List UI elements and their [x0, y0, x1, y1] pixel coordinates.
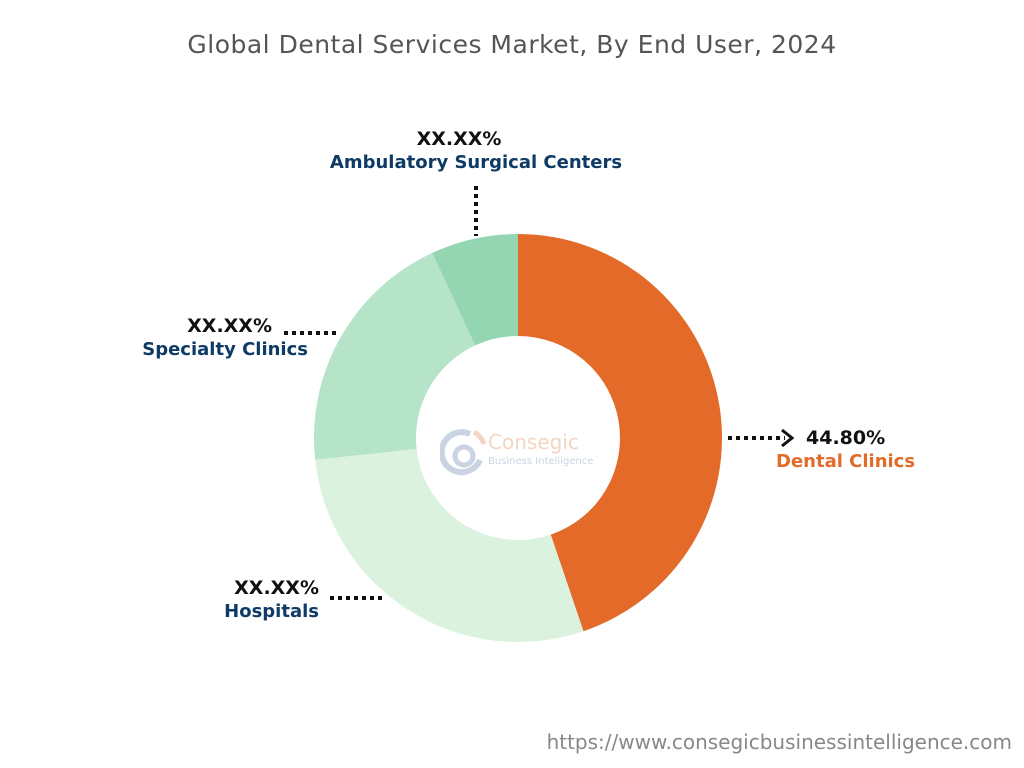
- label-dental-clinics: 44.80% Dental Clinics: [776, 427, 915, 472]
- leader-arrow: [781, 428, 795, 448]
- value-label: XX.XX%: [416, 128, 502, 150]
- value-label: XX.XX%: [187, 315, 272, 337]
- category-label: Specialty Clinics: [142, 339, 308, 360]
- category-label: Dental Clinics: [776, 451, 916, 472]
- category-label: Ambulatory Surgical Centers: [329, 152, 623, 173]
- logo-tagline: Business Intelligence: [488, 456, 594, 467]
- logo-brand: Consegic: [488, 430, 579, 454]
- slice-ambulatory-surgical-centers: [432, 234, 518, 346]
- source-url[interactable]: https://www.consegicbusinessintelligence…: [546, 730, 1012, 754]
- logo-icon: [438, 429, 487, 476]
- value-label: XX.XX%: [234, 577, 319, 599]
- category-label: Hospitals: [224, 601, 319, 622]
- chart-title: Global Dental Services Market, By End Us…: [187, 30, 837, 59]
- value-label: 44.80%: [806, 427, 886, 449]
- label-hospitals: XX.XX% Hospitals: [224, 577, 319, 622]
- label-specialty-clinics: XX.XX% Specialty Clinics: [142, 315, 308, 360]
- label-asc: XX.XX% Ambulatory Surgical Centers: [276, 128, 676, 173]
- slice-specialty-clinics: [313, 252, 476, 460]
- consegic-logo: Consegic Business Intelligence: [438, 420, 593, 484]
- slice-dental-clinics: [518, 234, 722, 632]
- slice-hospitals: [315, 448, 584, 643]
